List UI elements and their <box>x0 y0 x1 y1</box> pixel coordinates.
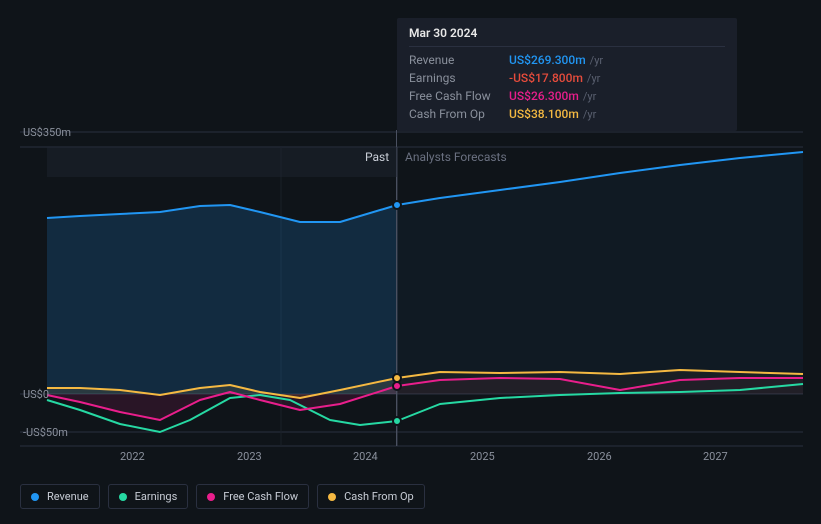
tooltip-metric-value: US$26.300m <box>509 89 579 103</box>
x-tick-label: 2026 <box>587 450 612 463</box>
x-tick-label: 2024 <box>353 450 378 463</box>
x-tick-label: 2027 <box>703 450 728 463</box>
legend-label: Revenue <box>47 490 89 503</box>
legend-label: Free Cash Flow <box>223 490 298 503</box>
legend-label: Cash From Op <box>344 490 414 503</box>
tooltip-row: RevenueUS$269.300m/yr <box>409 51 725 69</box>
legend-dot-icon <box>328 493 336 501</box>
tooltip-marker-line <box>396 130 397 446</box>
y-tick-label: -US$50m <box>23 426 68 439</box>
past-label: Past <box>365 150 389 164</box>
y-tick-label: US$350m <box>23 126 71 139</box>
forecast-label: Analysts Forecasts <box>405 150 507 164</box>
legend-item[interactable]: Revenue <box>20 484 100 509</box>
tooltip-metric-label: Cash From Op <box>409 107 509 121</box>
y-tick-label: US$0 <box>23 388 49 401</box>
tooltip: Mar 30 2024 RevenueUS$269.300m/yrEarning… <box>397 18 737 131</box>
legend-label: Earnings <box>135 490 178 503</box>
legend: Revenue Earnings Free Cash Flow Cash From O… <box>20 484 425 509</box>
tooltip-metric-label: Revenue <box>409 53 509 67</box>
tooltip-metric-label: Free Cash Flow <box>409 89 509 103</box>
legend-item[interactable]: Cash From Op <box>317 484 425 509</box>
legend-item[interactable]: Free Cash Flow <box>196 484 309 509</box>
tooltip-metric-value: US$269.300m <box>509 53 586 67</box>
tooltip-row: Earnings-US$17.800m/yr <box>409 69 725 87</box>
tooltip-unit: /yr <box>590 54 603 67</box>
legend-dot-icon <box>119 493 127 501</box>
tooltip-row: Cash From OpUS$38.100m/yr <box>409 105 725 123</box>
chart-container: US$350m US$0 -US$50m Past Analysts Forec… <box>0 0 821 524</box>
tooltip-metric-label: Earnings <box>409 71 509 85</box>
series-marker <box>392 200 402 210</box>
series-marker <box>392 416 402 426</box>
tooltip-metric-value: -US$17.800m <box>509 71 583 85</box>
tooltip-date: Mar 30 2024 <box>409 26 725 47</box>
x-tick-label: 2022 <box>120 450 145 463</box>
tooltip-row: Free Cash FlowUS$26.300m/yr <box>409 87 725 105</box>
legend-item[interactable]: Earnings <box>108 484 189 509</box>
x-tick-label: 2025 <box>470 450 495 463</box>
past-region-shade <box>47 147 397 177</box>
tooltip-unit: /yr <box>587 72 600 85</box>
legend-dot-icon <box>31 493 39 501</box>
x-tick-label: 2023 <box>237 450 262 463</box>
tooltip-unit: /yr <box>583 90 596 103</box>
series-marker <box>392 373 402 383</box>
tooltip-unit: /yr <box>583 108 596 121</box>
tooltip-metric-value: US$38.100m <box>509 107 579 121</box>
legend-dot-icon <box>207 493 215 501</box>
